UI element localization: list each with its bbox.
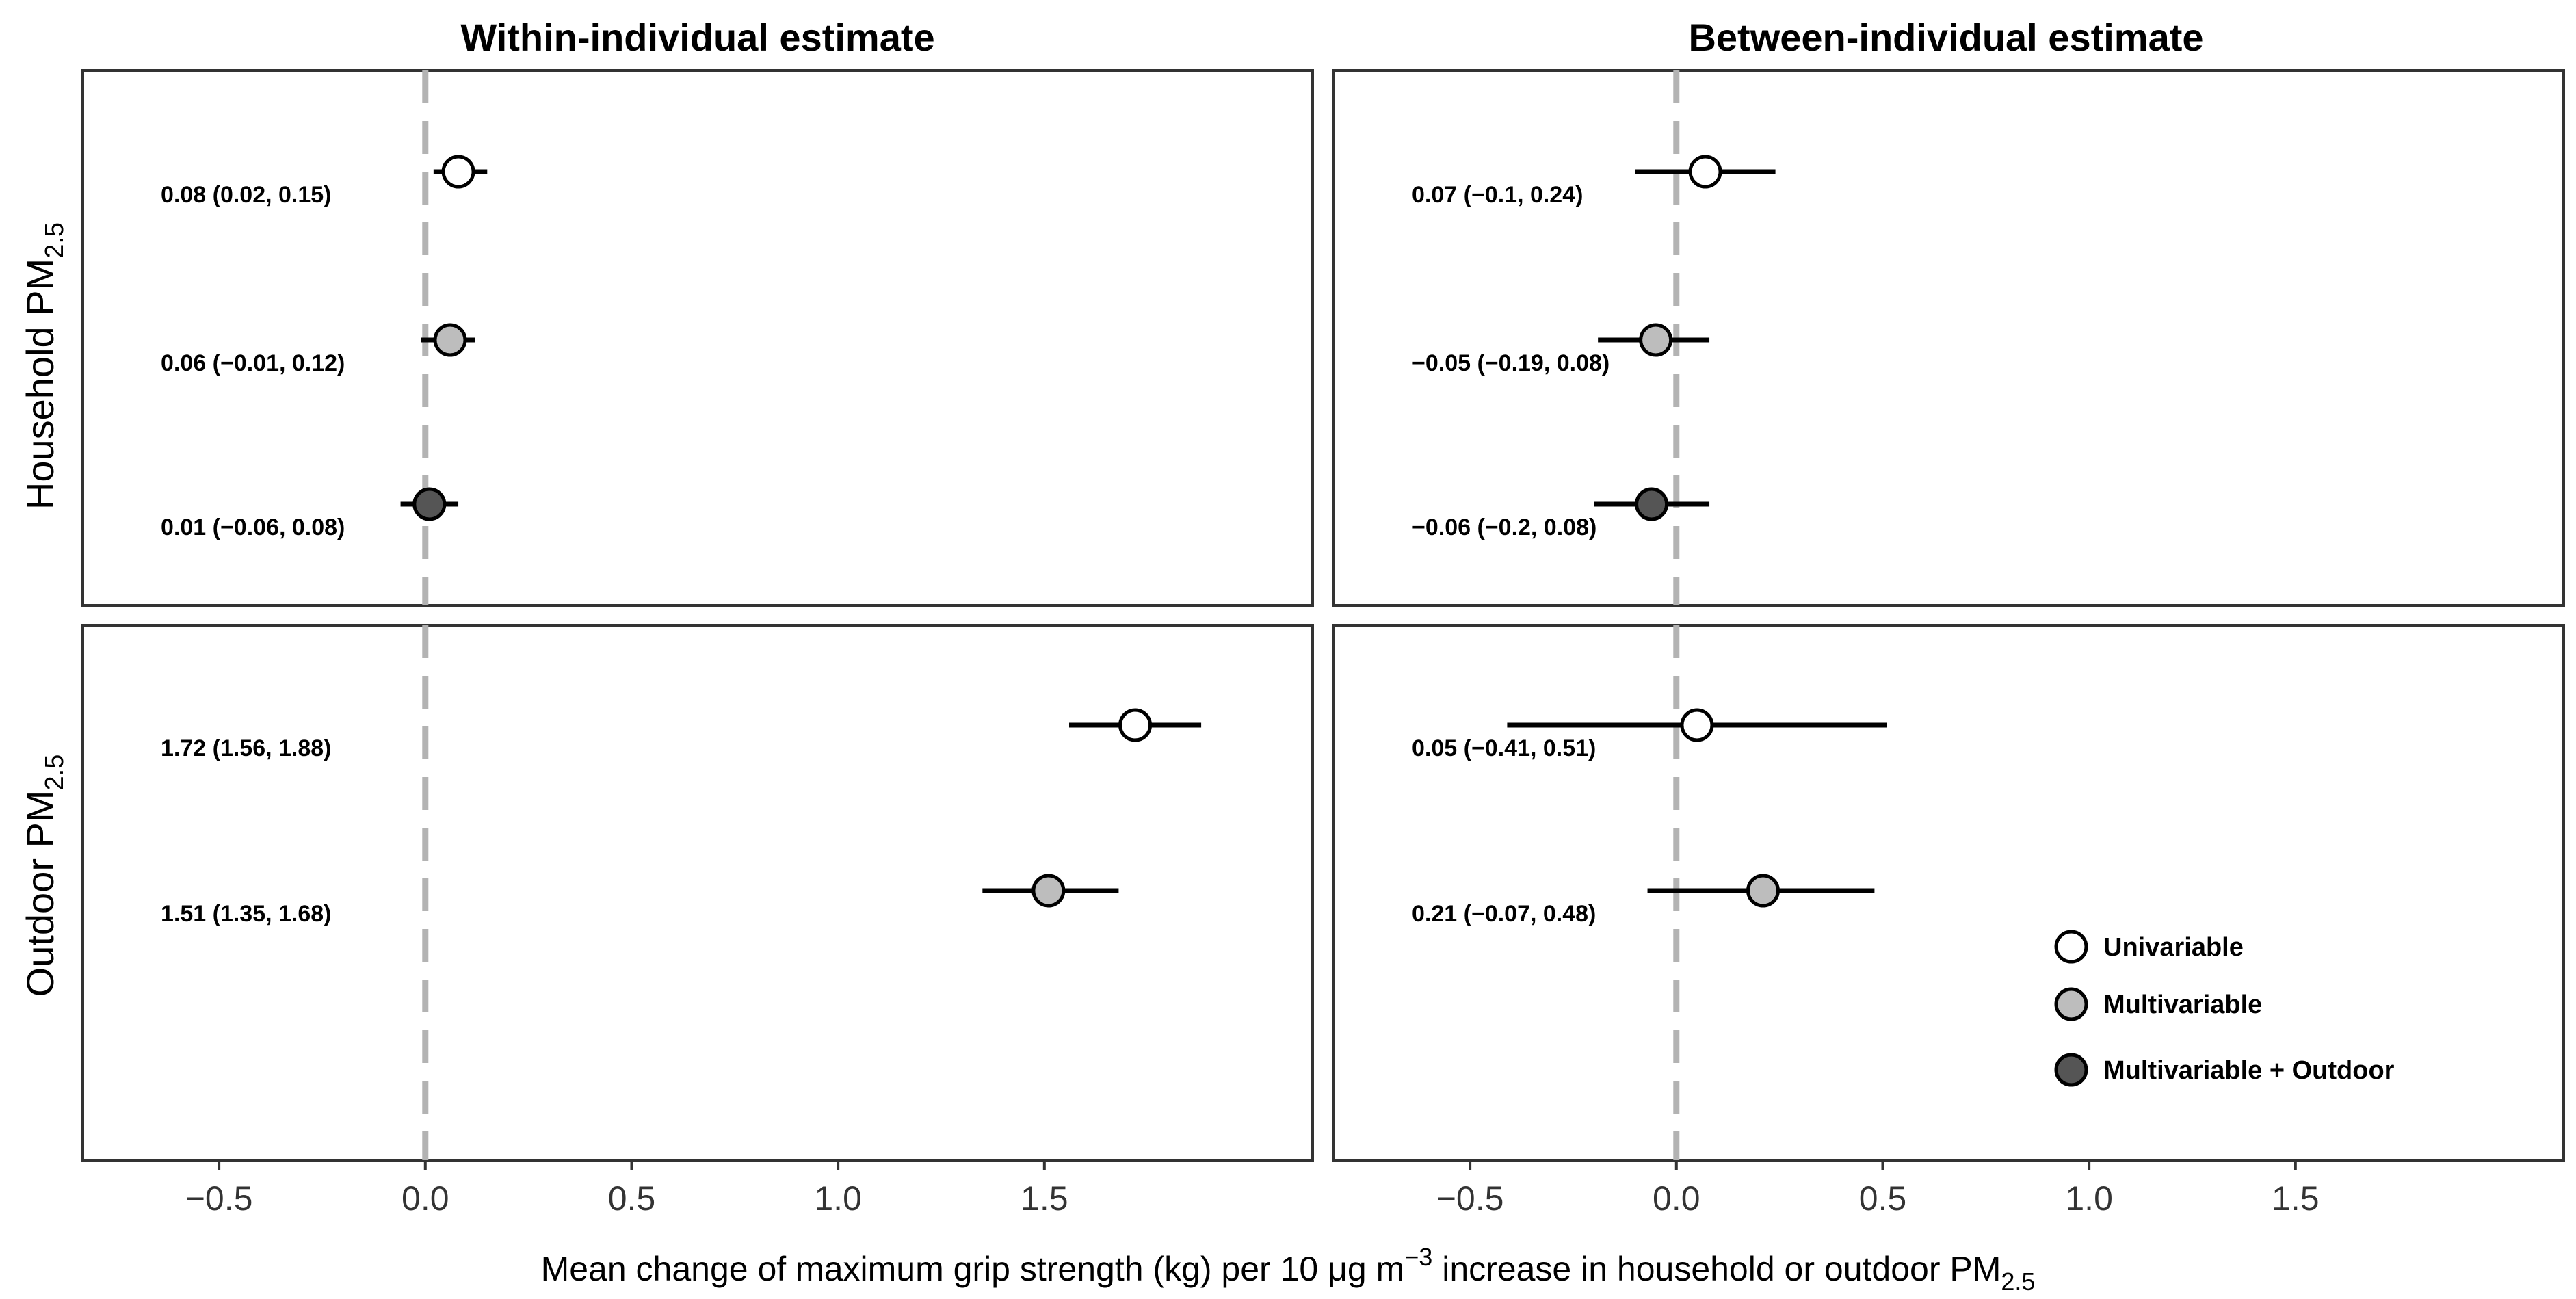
estimate-uni: 0.05 (−0.41, 0.51) bbox=[1412, 708, 1887, 761]
x-axis-label-sup: −3 bbox=[1404, 1243, 1432, 1271]
column-title-between: Between-individual estimate bbox=[1688, 16, 2203, 59]
x-axis-0: −0.5 0.0 0.5 1.0 1.5 bbox=[185, 1160, 1068, 1218]
row-title-household-sub: 2.5 bbox=[40, 222, 69, 259]
estimate-label: 1.51 (1.35, 1.68) bbox=[161, 901, 332, 927]
point-estimate bbox=[1680, 708, 1714, 742]
estimate-multi: 0.21 (−0.07, 0.48) bbox=[1412, 874, 1875, 927]
estimate-label: 0.07 (−0.1, 0.24) bbox=[1412, 182, 1583, 208]
estimate-label: 1.72 (1.56, 1.88) bbox=[161, 735, 332, 761]
estimate-label: 0.08 (0.02, 0.15) bbox=[161, 182, 332, 208]
row-title-household-main: Household PM bbox=[18, 259, 62, 510]
x-tick-label: 0.0 bbox=[402, 1179, 449, 1218]
x-axis-label: Mean change of maximum grip strength (kg… bbox=[541, 1243, 2036, 1296]
legend-item-uni: Univariable bbox=[2054, 930, 2244, 964]
legend: Univariable Multivariable Multivariable + … bbox=[2054, 930, 2395, 1087]
x-axes: −0.5 0.0 0.5 1.0 1.5 −0.5 0.0 0.5 1.0 1.5 bbox=[185, 1160, 2319, 1218]
panels: 0.08 (0.02, 0.15) 0.06 (−0.01, 0.12) 0.01 … bbox=[81, 69, 2565, 1162]
estimate-label: 0.21 (−0.07, 0.48) bbox=[1412, 901, 1596, 927]
legend-label: Multivariable + Outdoor bbox=[2103, 1056, 2395, 1085]
row-title-outdoor-sub: 2.5 bbox=[40, 755, 69, 791]
point-estimate bbox=[1635, 487, 1669, 521]
x-tick-label: 1.5 bbox=[2272, 1179, 2319, 1218]
x-axis-1: −0.5 0.0 0.5 1.0 1.5 bbox=[1436, 1160, 2319, 1218]
x-axis-label-mid: increase in household or outdoor PM bbox=[1432, 1250, 2001, 1288]
estimate-multi: −0.05 (−0.19, 0.08) bbox=[1412, 323, 1710, 376]
legend-marker bbox=[2054, 1053, 2088, 1087]
estimate-label: −0.05 (−0.19, 0.08) bbox=[1412, 350, 1609, 376]
estimate-uni: 0.07 (−0.1, 0.24) bbox=[1412, 155, 1776, 208]
estimate-uni: 1.72 (1.56, 1.88) bbox=[161, 708, 1202, 761]
estimate-label: 0.01 (−0.06, 0.08) bbox=[161, 514, 345, 540]
x-tick-label: 0.5 bbox=[608, 1179, 656, 1218]
x-tick-label: 0.5 bbox=[1859, 1179, 1907, 1218]
panel-1: 0.07 (−0.1, 0.24) −0.05 (−0.19, 0.08) −0.0… bbox=[1332, 69, 2565, 607]
estimate-multi_out: −0.06 (−0.2, 0.08) bbox=[1412, 487, 1710, 540]
legend-label: Multivariable bbox=[2103, 990, 2262, 1019]
point-estimate bbox=[1746, 874, 1780, 908]
point-estimate bbox=[1031, 874, 1066, 908]
point-estimate bbox=[1688, 155, 1722, 189]
panel-frame bbox=[1332, 69, 2565, 607]
row-title-household: Household PM2.5 bbox=[18, 222, 69, 510]
legend-item-multi_out: Multivariable + Outdoor bbox=[2054, 1053, 2395, 1087]
point-estimate bbox=[441, 155, 475, 189]
panel-frame bbox=[1332, 624, 2565, 1162]
x-tick-label: −0.5 bbox=[1436, 1179, 1504, 1218]
point-estimate bbox=[412, 487, 447, 521]
point-estimate bbox=[1118, 708, 1153, 742]
x-axis-label-main: Mean change of maximum grip strength (kg… bbox=[541, 1250, 1405, 1288]
legend-marker bbox=[2054, 987, 2088, 1021]
panel-2: 1.72 (1.56, 1.88) 1.51 (1.35, 1.68) bbox=[81, 624, 1314, 1162]
x-tick-label: 0.0 bbox=[1653, 1179, 1700, 1218]
estimate-label: 0.06 (−0.01, 0.12) bbox=[161, 350, 345, 376]
legend-label: Univariable bbox=[2103, 933, 2244, 962]
x-tick-label: 1.5 bbox=[1021, 1179, 1068, 1218]
column-title-within: Within-individual estimate bbox=[460, 16, 934, 59]
estimate-multi: 1.51 (1.35, 1.68) bbox=[161, 874, 1119, 927]
legend-item-multi: Multivariable bbox=[2054, 987, 2262, 1021]
point-estimate bbox=[1639, 323, 1673, 357]
x-tick-label: −0.5 bbox=[185, 1179, 253, 1218]
estimate-uni: 0.08 (0.02, 0.15) bbox=[161, 155, 488, 208]
x-tick-label: 1.0 bbox=[2065, 1179, 2113, 1218]
panel-frame bbox=[81, 69, 1314, 607]
row-title-outdoor: Outdoor PM2.5 bbox=[18, 755, 69, 997]
panel-0: 0.08 (0.02, 0.15) 0.06 (−0.01, 0.12) 0.01 … bbox=[81, 69, 1314, 607]
point-estimate bbox=[433, 323, 467, 357]
panel-frame bbox=[81, 624, 1314, 1162]
estimate-multi_out: 0.01 (−0.06, 0.08) bbox=[161, 487, 459, 540]
estimate-multi: 0.06 (−0.01, 0.12) bbox=[161, 323, 475, 376]
estimate-label: 0.05 (−0.41, 0.51) bbox=[1412, 735, 1596, 761]
x-tick-label: 1.0 bbox=[814, 1179, 862, 1218]
row-title-outdoor-main: Outdoor PM bbox=[18, 790, 62, 997]
legend-marker bbox=[2054, 930, 2088, 964]
panel-3: 0.05 (−0.41, 0.51) 0.21 (−0.07, 0.48) bbox=[1332, 624, 2565, 1162]
estimate-label: −0.06 (−0.2, 0.08) bbox=[1412, 514, 1596, 540]
x-axis-label-sub: 2.5 bbox=[2001, 1268, 2035, 1296]
